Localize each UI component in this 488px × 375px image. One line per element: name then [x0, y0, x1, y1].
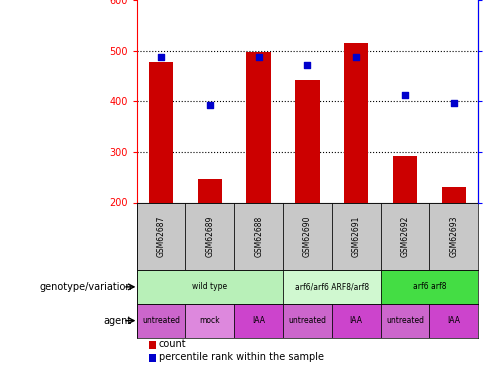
Text: GSM62691: GSM62691	[352, 216, 361, 257]
Text: wild type: wild type	[192, 282, 227, 291]
Bar	[283, 270, 381, 304]
Bar	[442, 188, 466, 202]
Bar	[283, 304, 332, 338]
Text: untreated: untreated	[288, 316, 326, 325]
Text: GSM62690: GSM62690	[303, 216, 312, 257]
Text: GSM62687: GSM62687	[157, 216, 165, 257]
Text: untreated: untreated	[142, 316, 180, 325]
Bar	[283, 202, 332, 270]
Bar	[198, 179, 222, 203]
Bar	[137, 270, 283, 304]
Bar	[246, 52, 271, 202]
Bar	[185, 202, 234, 270]
Bar	[381, 304, 429, 338]
Text: IAA: IAA	[350, 316, 363, 325]
Bar	[381, 270, 478, 304]
Text: IAA: IAA	[252, 316, 265, 325]
Text: arf6 arf8: arf6 arf8	[413, 282, 446, 291]
Point	[206, 102, 214, 108]
Bar	[137, 202, 185, 270]
Text: percentile rank within the sample: percentile rank within the sample	[159, 352, 324, 363]
Text: IAA: IAA	[447, 316, 460, 325]
Point	[352, 54, 360, 60]
Bar	[381, 202, 429, 270]
Bar	[344, 42, 368, 203]
Bar	[137, 304, 185, 338]
Text: agent: agent	[103, 316, 132, 326]
Bar	[295, 81, 320, 203]
Text: GSM62693: GSM62693	[449, 216, 458, 257]
Text: genotype/variation: genotype/variation	[39, 282, 132, 292]
Bar	[429, 304, 478, 338]
Bar	[332, 304, 381, 338]
Point	[401, 92, 409, 98]
Point	[450, 100, 458, 106]
Text: mock: mock	[200, 316, 220, 325]
Text: GSM62692: GSM62692	[401, 216, 409, 257]
Bar	[185, 304, 234, 338]
Bar	[149, 62, 173, 202]
Text: GSM62689: GSM62689	[205, 216, 214, 257]
Bar	[234, 202, 283, 270]
Point	[255, 54, 263, 60]
Bar	[393, 156, 417, 203]
Text: untreated: untreated	[386, 316, 424, 325]
Point	[304, 62, 311, 68]
Text: count: count	[159, 339, 186, 350]
Bar	[429, 202, 478, 270]
Bar	[234, 304, 283, 338]
Bar	[332, 202, 381, 270]
Text: GSM62688: GSM62688	[254, 216, 263, 257]
Text: arf6/arf6 ARF8/arf8: arf6/arf6 ARF8/arf8	[295, 282, 369, 291]
Point	[157, 54, 165, 60]
